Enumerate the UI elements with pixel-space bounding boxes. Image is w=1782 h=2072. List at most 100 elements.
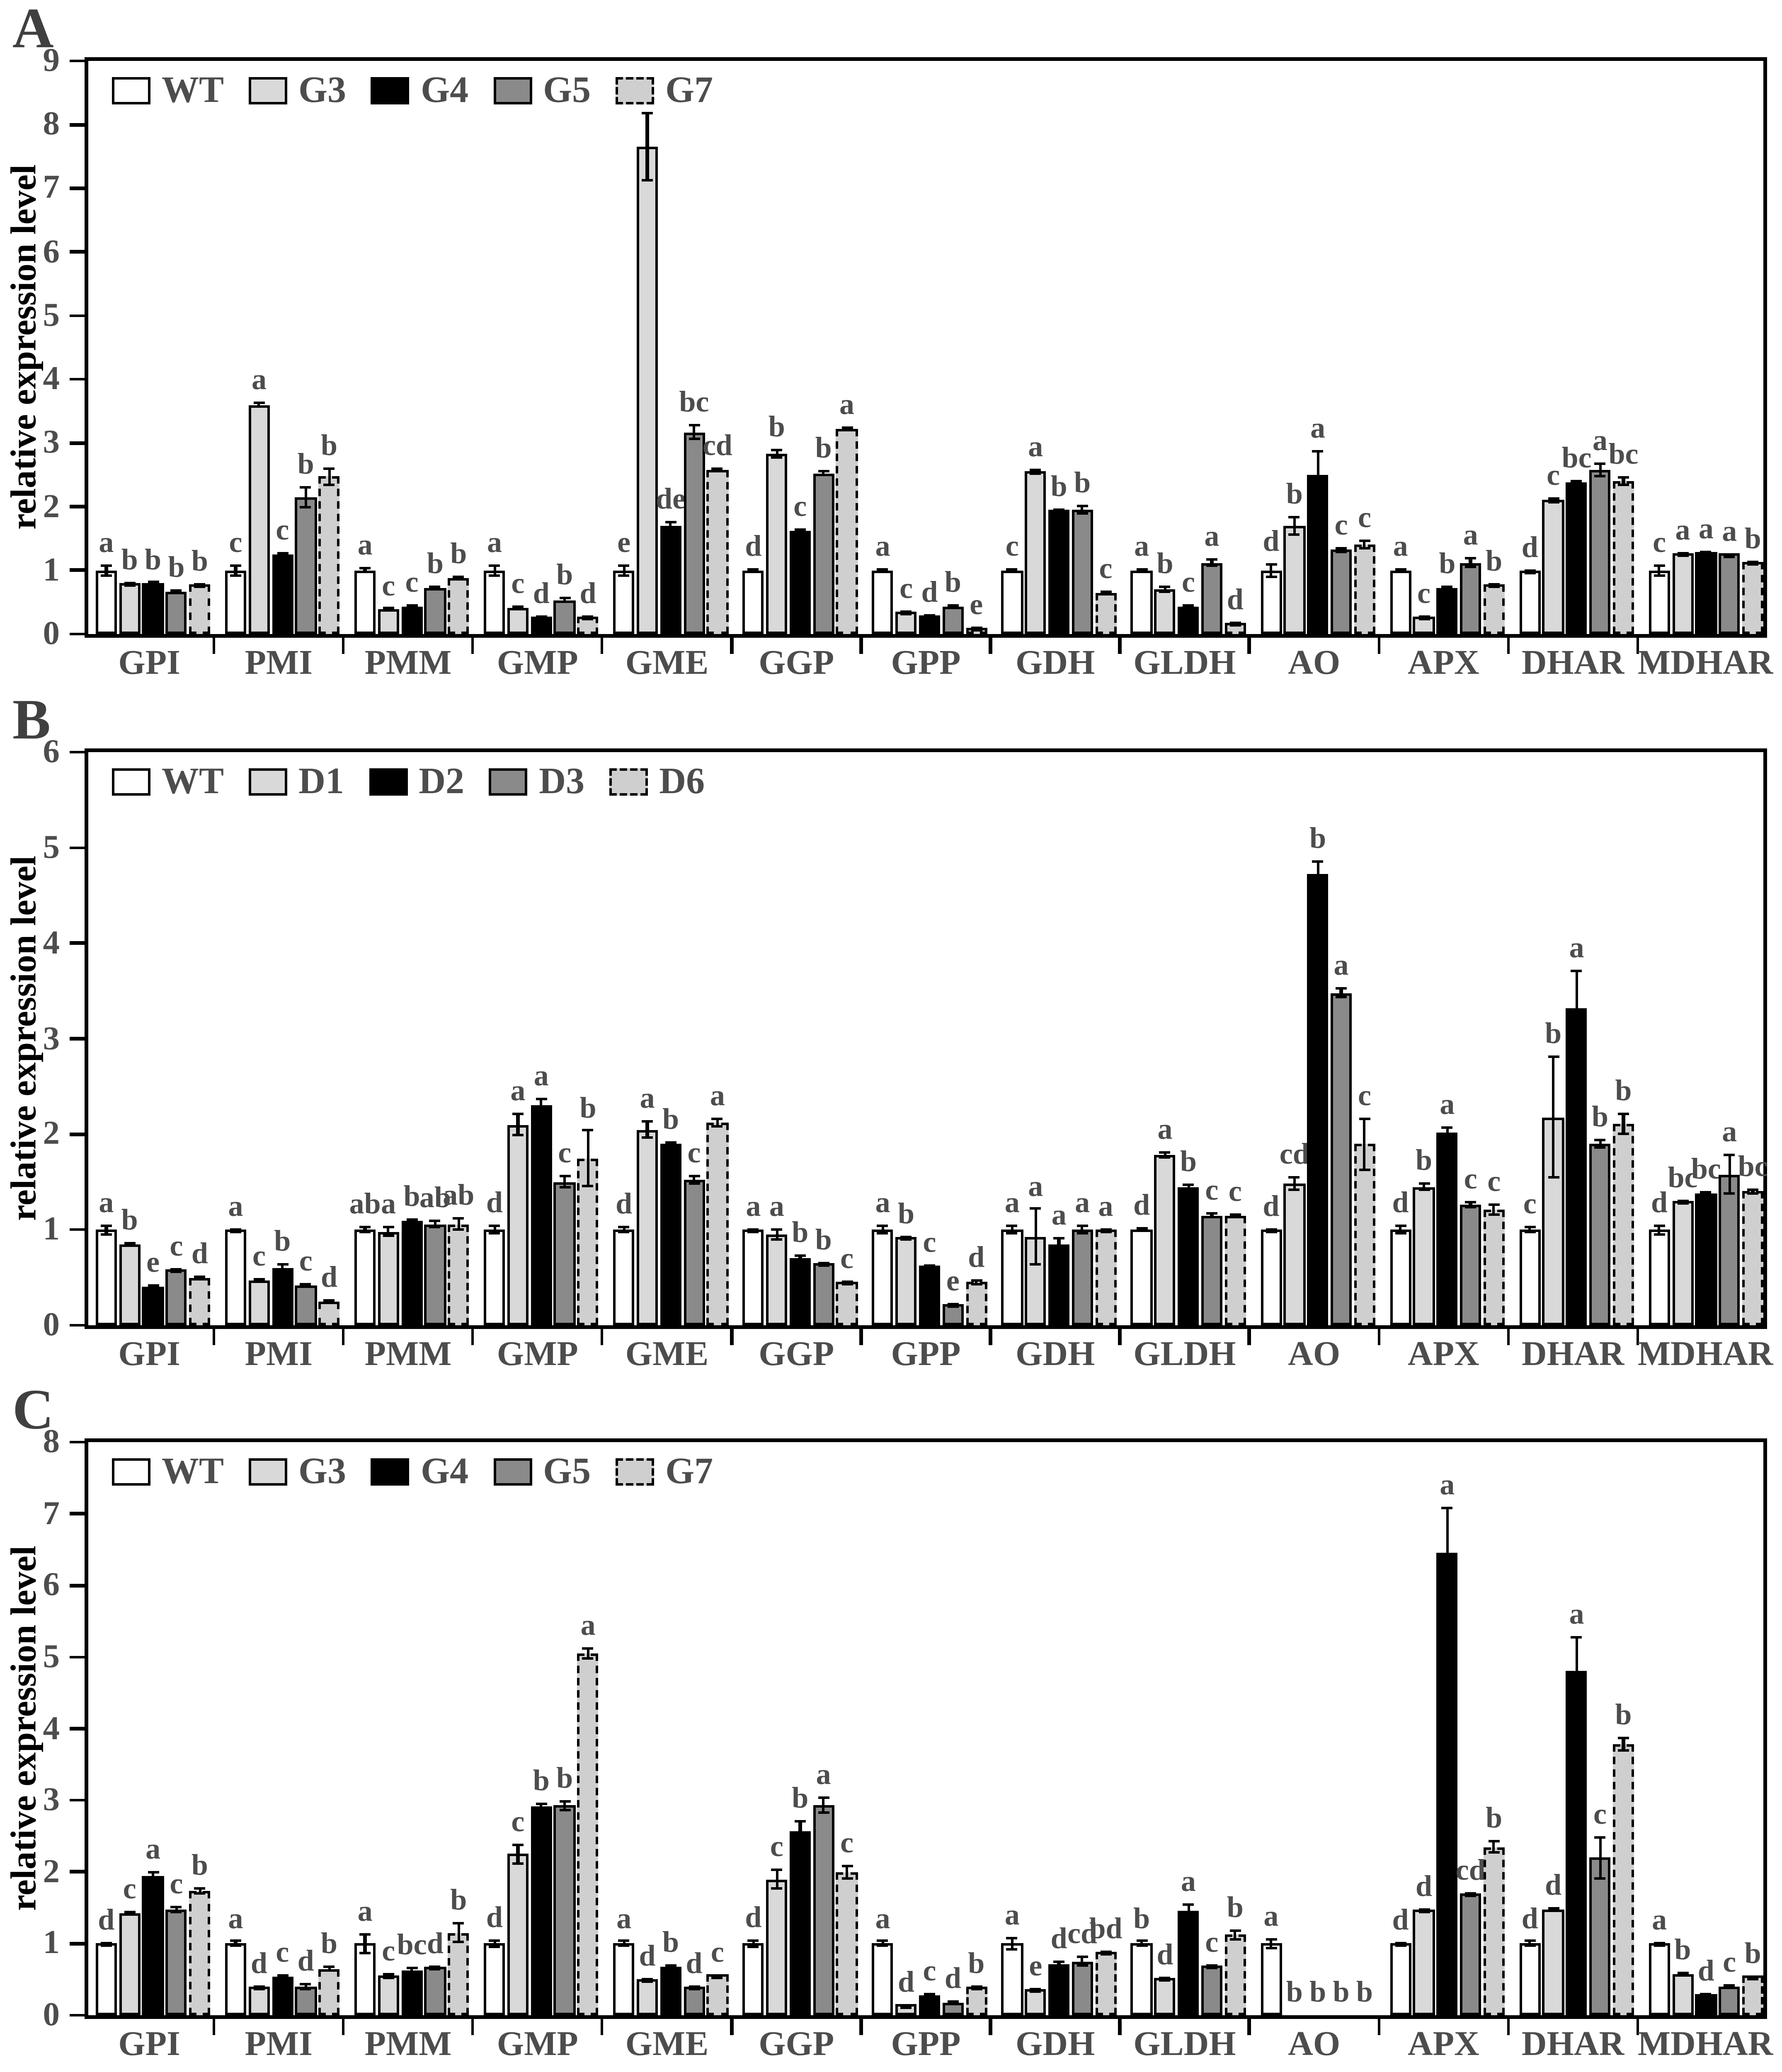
error-bar-line (1528, 1228, 1532, 1231)
bar (1354, 545, 1375, 634)
sig-letter: c (770, 1831, 783, 1864)
bar (119, 1244, 141, 1325)
x-group-label: AO (1288, 644, 1341, 683)
error-bar (841, 1280, 853, 1285)
error-bar (406, 1966, 418, 1974)
error-bar-line (364, 1935, 366, 1952)
bar (683, 1180, 705, 1325)
error-bar (1053, 1961, 1065, 1967)
bar (484, 1944, 505, 2015)
error-bar-line (234, 566, 237, 574)
bar (1542, 500, 1564, 634)
sig-letter: ab (349, 1188, 381, 1221)
bar (189, 1277, 211, 1325)
bar (1048, 1244, 1070, 1325)
sig-letter: c (382, 1936, 395, 1968)
bar (1283, 1184, 1305, 1325)
error-bar-line (304, 1985, 307, 1988)
legend-swatch (249, 77, 288, 104)
sig-letter: c (276, 515, 289, 548)
error-bar (924, 1993, 935, 1998)
sig-letter: d (297, 1946, 314, 1978)
sig-letter: a (640, 1082, 655, 1115)
x-group-label: GME (625, 644, 709, 683)
legend-swatch (616, 1458, 655, 1486)
bar (1589, 1144, 1611, 1325)
sig-letter: a (1569, 1598, 1584, 1631)
bar (448, 1933, 470, 2015)
error-bar-line (1293, 1179, 1296, 1189)
error-bar (489, 1225, 500, 1234)
x-group-label: GDH (1016, 1335, 1095, 1374)
bar (1260, 570, 1282, 634)
bar (1131, 1944, 1152, 2015)
x-axis-tick (1636, 2019, 1639, 2035)
legend-swatch (112, 77, 150, 104)
x-axis-labels: GPI PMI PMM GMP GME GGP GPP GDH GLDH AO APX DHAR MDH… (85, 641, 1773, 689)
bar (766, 1234, 788, 1325)
x-group-label: GGP (759, 2025, 834, 2064)
x-group-label: GMP (497, 2025, 578, 2064)
x-axis-tick (730, 1329, 733, 1345)
y-axis-tick (70, 1228, 85, 1232)
sig-letter: b (1133, 1903, 1150, 1935)
error-bar (1724, 1153, 1735, 1196)
bar (1612, 481, 1634, 634)
sig-letter: d (1263, 1190, 1280, 1223)
error-bar-line (775, 1230, 778, 1239)
bar (1460, 1893, 1481, 2015)
error-bar (1159, 1976, 1171, 1982)
y-axis-tick (70, 1727, 85, 1731)
sig-letter: b (450, 538, 467, 571)
bar (812, 1263, 834, 1325)
sig-letter: b (321, 1928, 338, 1961)
sig-letter: cd (1279, 1139, 1309, 1172)
error-bar (276, 1973, 288, 1981)
error-bar (665, 1142, 676, 1147)
x-group-label: GME (625, 1335, 709, 1374)
y-tick-label: 6 (43, 232, 60, 269)
sig-letter: b (1180, 1145, 1197, 1178)
error-bar-line (1316, 862, 1319, 886)
x-group-label: GDH (1016, 2025, 1095, 2064)
error-bar (1724, 553, 1735, 558)
sig-letter: b (1309, 1977, 1326, 2009)
sig-letter: a (1004, 1187, 1020, 1220)
error-bar (512, 605, 524, 610)
error-bar (559, 597, 570, 604)
sig-letter: b (1591, 1101, 1609, 1134)
error-bar (453, 1922, 464, 1944)
sig-letter: d (1521, 1903, 1538, 1935)
error-bar (100, 1224, 112, 1236)
bar (1330, 550, 1352, 634)
sig-letter: b (944, 567, 961, 600)
bar (1566, 1671, 1588, 2015)
sig-letter: cd (1067, 1918, 1098, 1951)
y-axis-tick (70, 1037, 85, 1041)
error-bar-line (1034, 471, 1037, 472)
error-bar (1617, 1112, 1629, 1135)
y-axis-tick (70, 1133, 85, 1136)
sig-letter: c (687, 1138, 701, 1171)
error-bar-line (540, 1100, 543, 1111)
legend-item: G7 (616, 1453, 713, 1491)
bars-layer: a b e c d a c b c d ab a b ab ab d a a c b d a b c a a a b b c a b c e d a a… (88, 752, 1768, 1325)
error-bar (1053, 1236, 1065, 1252)
sig-letter: d (1227, 584, 1244, 617)
error-bar-line (1446, 1509, 1449, 1598)
x-group-label: GPP (891, 2025, 961, 2064)
y-tick-label: 8 (43, 1422, 60, 1460)
bar (836, 429, 858, 634)
bar (766, 1879, 788, 2015)
bar (1095, 593, 1117, 634)
sig-letter: b (898, 1198, 915, 1231)
sig-letter: bc (1561, 443, 1592, 475)
sig-letter: a (616, 1903, 632, 1935)
legend-swatch (249, 1458, 288, 1486)
legend-swatch (369, 768, 408, 796)
x-group-label: GMP (497, 1335, 578, 1374)
error-bar (712, 1973, 723, 1979)
sig-letter: d (486, 1187, 503, 1220)
error-bar-line (457, 1220, 460, 1228)
bar (272, 1977, 293, 2015)
